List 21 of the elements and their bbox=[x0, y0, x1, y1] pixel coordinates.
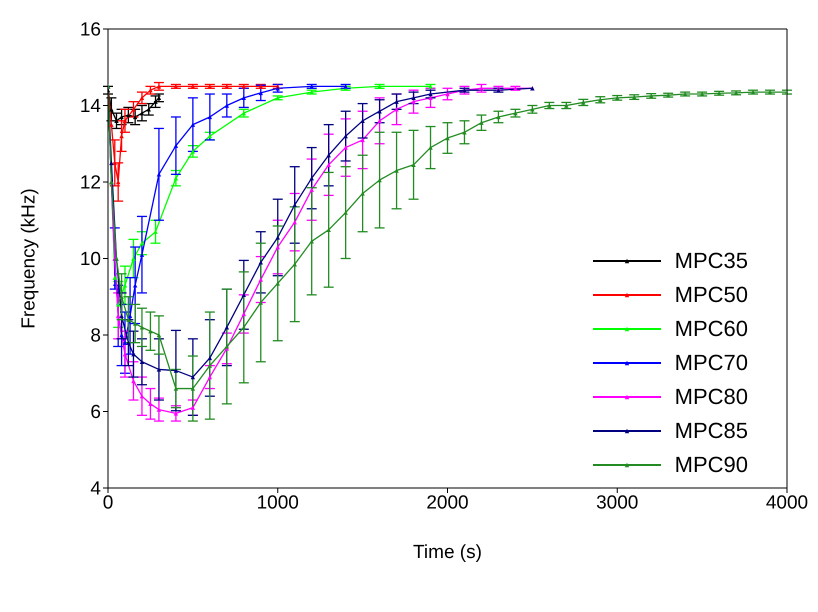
x-tick-label: 0 bbox=[102, 492, 114, 514]
legend-label: MPC80 bbox=[674, 384, 748, 410]
legend-label: MPC70 bbox=[674, 350, 748, 376]
y-tick-label: 6 bbox=[90, 402, 101, 424]
legend-label: MPC50 bbox=[674, 282, 748, 308]
legend-label: MPC60 bbox=[674, 316, 748, 342]
y-tick-label: 14 bbox=[80, 96, 102, 118]
x-tick-label: 1000 bbox=[256, 492, 299, 514]
x-tick-label: 3000 bbox=[596, 492, 638, 514]
legend-label: MPC35 bbox=[674, 248, 748, 274]
x-tick-label: 4000 bbox=[766, 492, 808, 514]
legend-label: MPC90 bbox=[674, 452, 748, 478]
y-axis-title: Frequency (kHz) bbox=[18, 188, 40, 329]
x-tick-label: 2000 bbox=[426, 492, 469, 514]
y-tick-label: 10 bbox=[80, 249, 101, 270]
y-tick-label: 8 bbox=[90, 326, 101, 347]
x-axis-title: Time (s) bbox=[413, 542, 482, 563]
y-tick-label: 16 bbox=[80, 20, 101, 41]
legend-label: MPC85 bbox=[674, 418, 748, 444]
y-tick-label: 12 bbox=[80, 172, 101, 194]
y-tick-label: 4 bbox=[90, 478, 102, 500]
